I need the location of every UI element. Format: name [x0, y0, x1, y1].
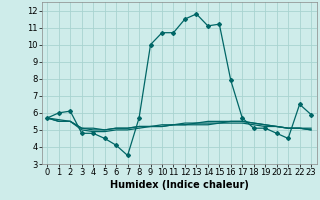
X-axis label: Humidex (Indice chaleur): Humidex (Indice chaleur): [110, 180, 249, 190]
